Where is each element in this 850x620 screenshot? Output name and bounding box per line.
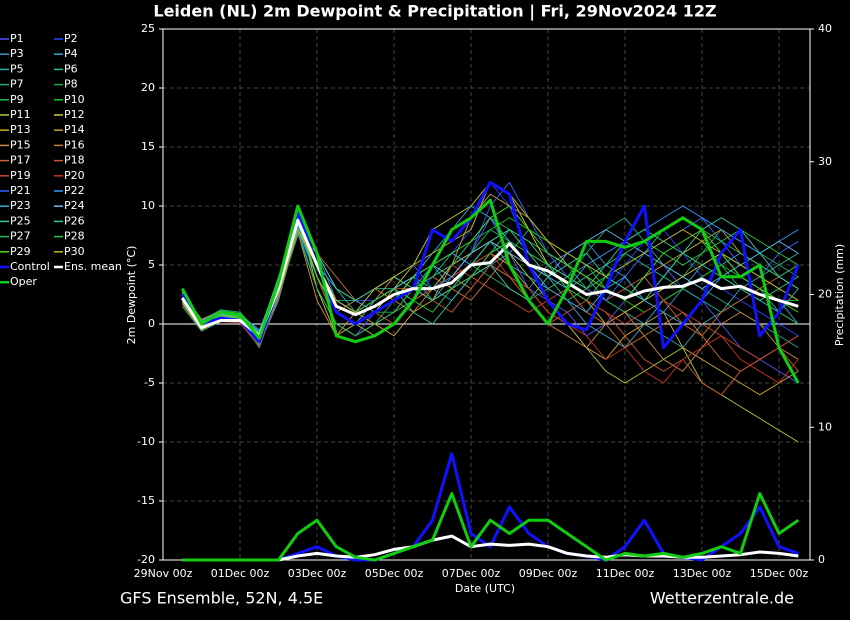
legend-label: P6 bbox=[64, 62, 78, 75]
y-tick-label: 25 bbox=[141, 22, 155, 35]
y2-tick-label: 0 bbox=[818, 553, 825, 566]
y-tick-label: -10 bbox=[137, 435, 155, 448]
series-line bbox=[182, 492, 800, 562]
legend-label: P28 bbox=[64, 230, 85, 243]
y-tick-label: -15 bbox=[137, 494, 155, 507]
legend-label: P16 bbox=[64, 138, 85, 151]
legend-label: P5 bbox=[10, 62, 24, 75]
series-line bbox=[181, 229, 799, 396]
legend-label: Oper bbox=[10, 275, 37, 288]
y2-tick-label: 30 bbox=[818, 155, 832, 168]
y-tick-label: 15 bbox=[141, 140, 155, 153]
y2-tick-label: 20 bbox=[818, 288, 832, 301]
legend-label: P1 bbox=[10, 32, 24, 45]
legend-label: P26 bbox=[64, 214, 85, 227]
series-line bbox=[181, 210, 799, 333]
legend-label: Ens. mean bbox=[64, 260, 122, 273]
x-tick-label: 15Dec 00z bbox=[750, 567, 809, 580]
plot-frame bbox=[162, 28, 811, 561]
legend-label: P3 bbox=[10, 47, 24, 60]
legend-label: P20 bbox=[64, 169, 85, 182]
x-tick-label: 07Dec 00z bbox=[442, 567, 501, 580]
x-tick-label: 09Dec 00z bbox=[519, 567, 578, 580]
legend-label: P23 bbox=[10, 199, 31, 212]
legend-label: P14 bbox=[64, 123, 85, 136]
series-line bbox=[180, 198, 800, 384]
y-tick-label: -20 bbox=[137, 553, 155, 566]
x-tick-label: 29Nov 00z bbox=[134, 567, 193, 580]
y-tick-label: 10 bbox=[141, 199, 155, 212]
y-axis-label: 2m Dewpoint (°C) bbox=[125, 246, 138, 345]
series-line bbox=[181, 205, 799, 341]
series-line bbox=[181, 214, 799, 336]
legend-label: P4 bbox=[64, 47, 78, 60]
series-line bbox=[181, 212, 799, 336]
legend-label: P21 bbox=[10, 184, 31, 197]
y-tick-label: 0 bbox=[148, 317, 155, 330]
legend-label: P17 bbox=[10, 154, 31, 167]
x-tick-label: 11Dec 00z bbox=[596, 567, 655, 580]
credit: Wetterzentrale.de bbox=[650, 589, 794, 608]
legend-label: P13 bbox=[10, 123, 31, 136]
legend-label: P15 bbox=[10, 138, 31, 151]
chart-title: Leiden (NL) 2m Dewpoint & Precipitation … bbox=[153, 2, 716, 22]
legend-label: P9 bbox=[10, 93, 24, 106]
x-tick-label: 01Dec 00z bbox=[211, 567, 270, 580]
legend-label: P22 bbox=[64, 184, 85, 197]
x-tick-label: 13Dec 00z bbox=[673, 567, 732, 580]
legend-label: P24 bbox=[64, 199, 85, 212]
legend-label: P30 bbox=[64, 245, 85, 258]
series-line bbox=[181, 218, 799, 338]
legend-label: P18 bbox=[64, 154, 85, 167]
y-tick-label: 5 bbox=[148, 258, 155, 271]
legend-label: P12 bbox=[64, 108, 85, 121]
series-line bbox=[181, 205, 799, 337]
legend-label: P29 bbox=[10, 245, 31, 258]
y-tick-label: 20 bbox=[141, 81, 155, 94]
series-line bbox=[182, 534, 799, 562]
legend-label: P7 bbox=[10, 78, 24, 91]
legend-label: P2 bbox=[64, 32, 78, 45]
y2-axis-label: Precipitation (mm) bbox=[833, 244, 846, 346]
legend-label: P10 bbox=[64, 93, 85, 106]
x-tick-label: 03Dec 00z bbox=[288, 567, 347, 580]
y2-tick-label: 40 bbox=[818, 22, 832, 35]
caption: GFS Ensemble, 52N, 4.5E bbox=[120, 589, 323, 608]
legend-label: Control bbox=[10, 260, 50, 273]
x-axis-label: Date (UTC) bbox=[455, 582, 515, 595]
legend-label: P27 bbox=[10, 230, 31, 243]
y-tick-label: -5 bbox=[144, 376, 155, 389]
series-line bbox=[181, 217, 799, 334]
legend-label: P11 bbox=[10, 108, 31, 121]
legend-label: P8 bbox=[64, 78, 78, 91]
legend-label: P25 bbox=[10, 214, 31, 227]
legend-label: P19 bbox=[10, 169, 31, 182]
y2-tick-label: 10 bbox=[818, 420, 832, 433]
series-line bbox=[181, 222, 799, 443]
x-tick-label: 05Dec 00z bbox=[365, 567, 424, 580]
